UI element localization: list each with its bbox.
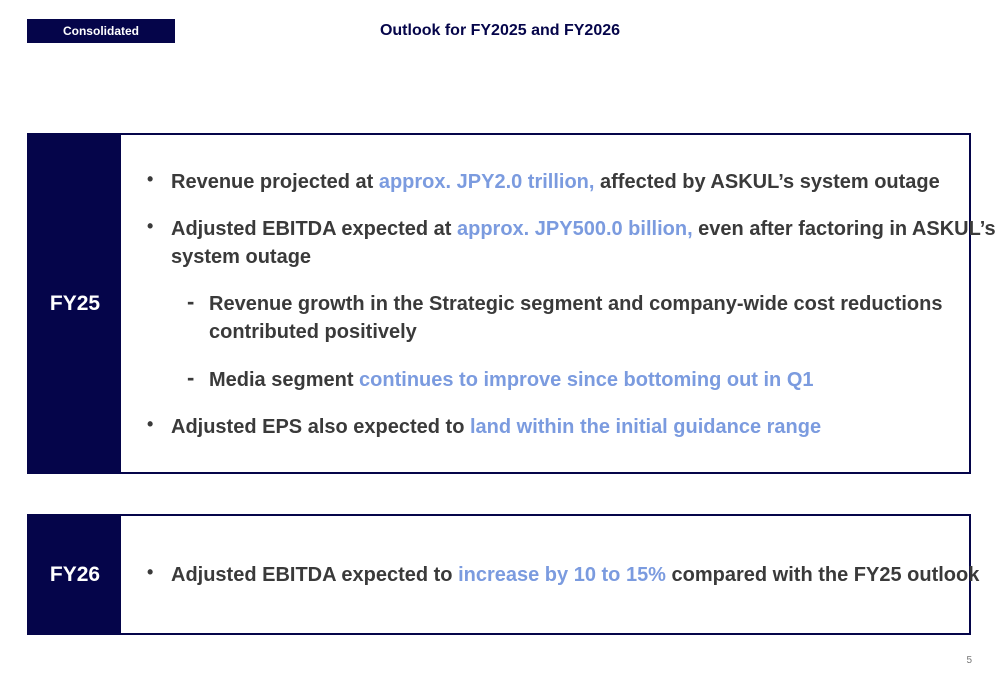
bullet-text: compared with the FY25 outlook [665,564,980,586]
fy26-bullet-ebitda: Adjusted EBITDA expected to increase by … [171,561,979,589]
fy25-content: • Revenue projected at approx. JPY2.0 tr… [121,135,996,472]
bullet-dot: • [147,562,154,582]
fy25-sub-media: Media segment continues to improve since… [209,366,814,394]
page-number: 5 [966,655,972,666]
fy25-bullet-ebitda-cont: system outage [171,246,312,268]
bullet-highlight: land within the initial guidance range [469,416,822,438]
fy25-bullet-ebitda: Adjusted EBITDA expected at approx. JPY5… [171,215,996,243]
bullet-text: Adjusted EPS also expected to [171,416,470,438]
fy26-section: FY26 • Adjusted EBITDA expected to incre… [27,514,979,635]
bullet-dot: • [147,169,154,189]
fy25-section: FY25 • Revenue projected at approx. JPY2… [27,133,996,474]
fy25-bullet-eps: Adjusted EPS also expected to land withi… [171,413,821,441]
fy26-label: FY26 [29,516,121,633]
bullet-highlight: approx. JPY500.0 billion, [456,218,693,240]
bullet-text: Revenue projected at [171,171,379,193]
bullet-text: Adjusted EBITDA expected to [171,564,459,586]
bullet-text: Adjusted EBITDA expected at [171,218,457,240]
bullet-text: affected by ASKUL’s system outage [594,171,940,193]
bullet-highlight: continues to improve since bottoming out… [359,369,814,391]
bullet-dot: • [147,216,154,236]
bullet-text: even after factoring in ASKUL’s [692,218,996,240]
fy26-content: • Adjusted EBITDA expected to increase b… [121,516,979,633]
fy25-sub-revenue-growth-cont: contributed positively [209,321,417,343]
fy25-bullet-revenue: Revenue projected at approx. JPY2.0 tril… [171,168,940,196]
fy25-sub-revenue-growth: Revenue growth in the Strategic segment … [209,293,943,315]
bullet-dot: • [147,414,154,434]
fy25-label: FY25 [29,135,121,472]
dash-marker: - [187,365,195,390]
bullet-highlight: increase by 10 to 15% [458,564,666,586]
dash-marker: - [187,289,195,314]
consolidated-tag: Consolidated [27,19,175,43]
page-title: Outlook for FY2025 and FY2026 [379,22,621,39]
bullet-text: Media segment [209,369,360,391]
bullet-highlight: approx. JPY2.0 trillion, [378,171,595,193]
